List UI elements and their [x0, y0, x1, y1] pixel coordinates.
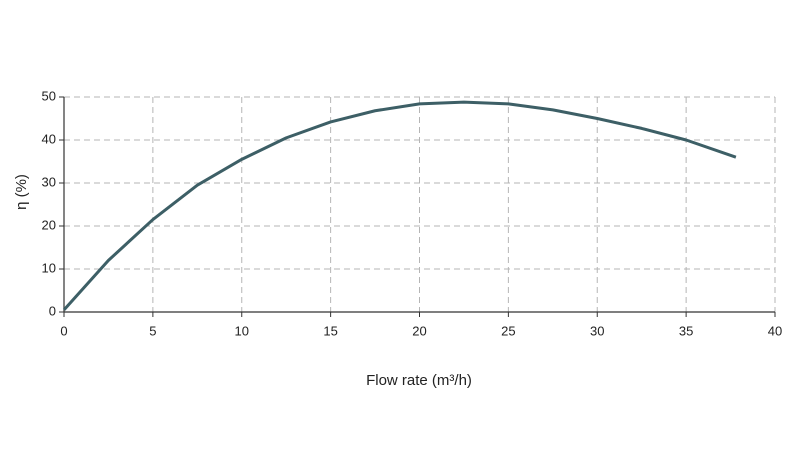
x-tick-label: 15 — [323, 323, 337, 338]
x-tick-label: 25 — [501, 323, 515, 338]
x-axis-title: Flow rate (m³/h) — [366, 372, 472, 389]
y-tick-label: 40 — [42, 131, 56, 146]
y-tick-label: 20 — [42, 217, 56, 232]
x-tick-label: 5 — [149, 323, 156, 338]
x-tick-label: 0 — [60, 323, 67, 338]
line — [62, 100, 737, 311]
y-tick-label: 30 — [42, 174, 56, 189]
x-tick-label: 20 — [412, 323, 426, 338]
y-axis-title: η (%) — [13, 174, 30, 210]
x-tick-label: 35 — [679, 323, 693, 338]
y-tick-label: 0 — [49, 303, 56, 318]
x-tick-label: 40 — [768, 323, 782, 338]
x-tick-label: 30 — [590, 323, 604, 338]
y-tick-label: 50 — [42, 88, 56, 103]
y-tick-label: 10 — [42, 260, 56, 275]
x-tick-label: 10 — [235, 323, 249, 338]
